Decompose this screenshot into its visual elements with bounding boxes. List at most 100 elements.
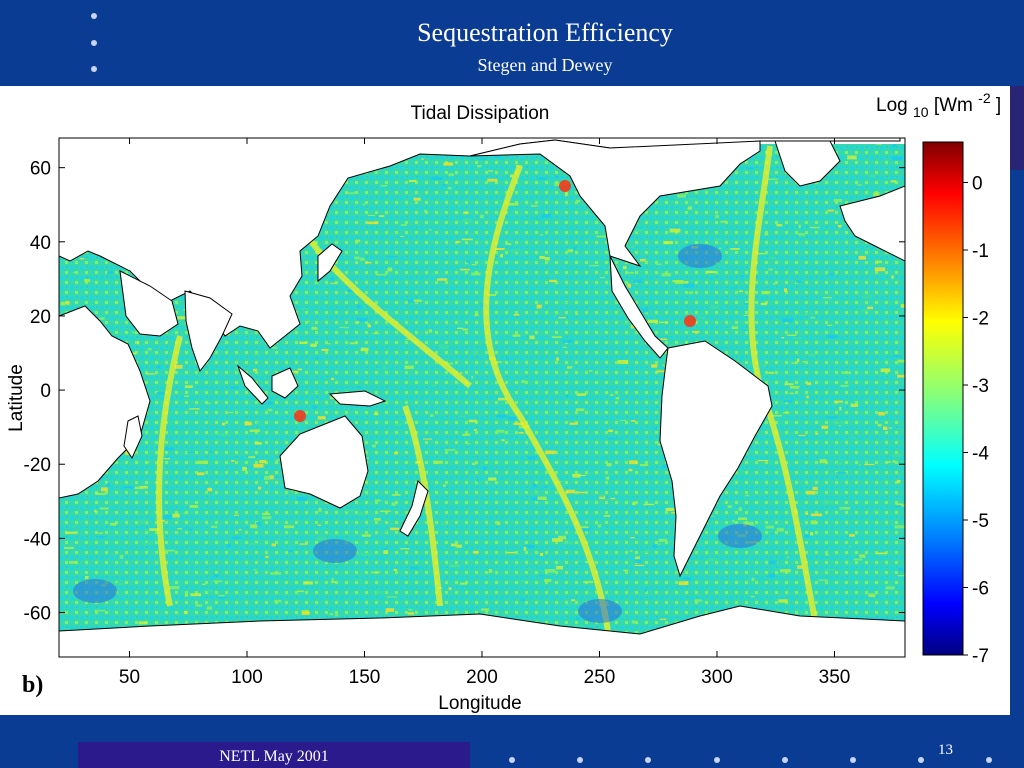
texture-speck xyxy=(383,548,387,552)
texture-speck xyxy=(496,521,501,525)
texture-speck xyxy=(625,322,632,326)
texture-speck xyxy=(112,582,124,586)
texture-speck xyxy=(184,395,189,398)
texture-speck xyxy=(599,494,605,498)
texture-speck xyxy=(254,442,262,445)
texture-speck xyxy=(878,412,885,416)
decor-dot xyxy=(714,757,720,763)
texture-speck xyxy=(481,608,490,611)
texture-speck xyxy=(896,479,901,483)
texture-speck xyxy=(833,198,843,202)
texture-speck xyxy=(317,416,326,420)
texture-speck xyxy=(765,525,774,529)
texture-speck xyxy=(810,316,815,319)
land-arabia xyxy=(119,270,179,337)
texture-speck xyxy=(477,158,488,160)
texture-speck xyxy=(346,509,354,513)
colorbar-label: Log 10 [Wm -2 ] xyxy=(876,90,1001,120)
texture-speck xyxy=(797,358,800,362)
texture-speck xyxy=(202,583,206,586)
texture-speck xyxy=(633,279,643,284)
texture-speck xyxy=(715,214,719,219)
texture-speck xyxy=(544,257,550,261)
low-dissipation-patch xyxy=(578,599,622,623)
texture-speck xyxy=(316,536,327,541)
texture-speck xyxy=(563,541,574,544)
texture-speck xyxy=(367,221,379,225)
texture-speck xyxy=(610,394,614,396)
chart-title: Tidal Dissipation xyxy=(411,103,550,124)
texture-speck xyxy=(339,326,350,329)
texture-speck xyxy=(868,174,876,178)
texture-speck xyxy=(599,495,606,500)
texture-speck xyxy=(362,203,365,206)
texture-speck xyxy=(521,580,525,582)
texture-speck xyxy=(897,374,905,378)
texture-speck xyxy=(750,596,755,598)
texture-speck xyxy=(299,341,307,344)
texture-speck xyxy=(85,576,89,580)
texture-speck xyxy=(356,318,368,322)
texture-speck xyxy=(577,474,586,477)
texture-speck xyxy=(85,253,96,255)
texture-speck xyxy=(620,615,624,617)
texture-speck xyxy=(538,574,545,577)
texture-speck xyxy=(123,486,135,489)
colorbar-label-close: ] xyxy=(996,95,1001,116)
texture-speck xyxy=(768,268,773,271)
texture-speck xyxy=(589,370,593,372)
texture-speck xyxy=(678,281,689,284)
texture-speck xyxy=(387,267,393,272)
texture-speck xyxy=(834,400,843,403)
texture-speck xyxy=(826,334,838,339)
texture-speck xyxy=(442,184,446,186)
texture-speck xyxy=(404,365,414,370)
texture-speck xyxy=(617,360,629,364)
texture-speck xyxy=(457,327,463,329)
texture-speck xyxy=(437,278,448,281)
texture-speck xyxy=(500,254,503,258)
map-field xyxy=(59,138,905,657)
texture-speck xyxy=(808,353,815,357)
colorbar-tick-label: -1 xyxy=(972,241,989,262)
texture-speck xyxy=(783,411,790,414)
texture-speck xyxy=(443,362,453,365)
texture-speck xyxy=(270,572,281,575)
texture-speck xyxy=(528,455,536,460)
decor-dot xyxy=(782,757,788,763)
texture-speck xyxy=(164,549,175,552)
texture-speck xyxy=(540,552,543,556)
texture-speck xyxy=(790,386,800,389)
texture-speck xyxy=(641,550,651,553)
texture-speck xyxy=(663,241,673,245)
texture-speck xyxy=(658,443,661,446)
texture-speck xyxy=(182,527,187,529)
texture-speck xyxy=(631,420,636,422)
texture-speck xyxy=(707,557,718,562)
texture-speck xyxy=(433,460,443,464)
y-tick-label: 60 xyxy=(30,159,51,180)
texture-speck xyxy=(589,265,599,267)
texture-speck xyxy=(271,346,278,349)
texture-speck xyxy=(739,275,745,277)
texture-speck xyxy=(837,225,842,228)
texture-speck xyxy=(408,612,415,615)
texture-speck xyxy=(597,322,601,324)
texture-speck xyxy=(146,373,156,375)
texture-speck xyxy=(545,450,556,455)
texture-speck xyxy=(798,234,806,238)
texture-speck xyxy=(620,419,627,421)
texture-speck xyxy=(767,180,770,182)
texture-speck xyxy=(656,263,662,265)
texture-speck xyxy=(757,253,765,255)
texture-speck xyxy=(888,427,893,429)
texture-speck xyxy=(460,268,470,271)
texture-speck xyxy=(147,461,150,463)
x-axis-label: Longitude xyxy=(438,693,521,714)
texture-speck xyxy=(904,544,905,546)
texture-speck xyxy=(761,291,771,295)
texture-speck xyxy=(580,526,589,529)
land-central-america xyxy=(609,255,669,359)
texture-speck xyxy=(606,463,612,467)
texture-speck xyxy=(669,343,679,347)
